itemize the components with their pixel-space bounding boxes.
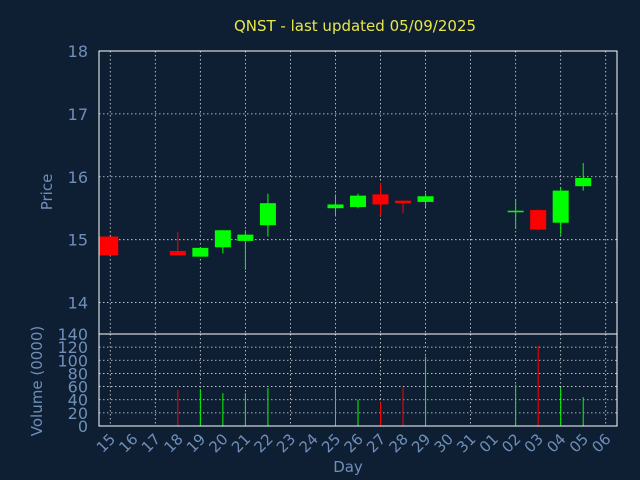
volume-plot-frame (98, 333, 618, 427)
candle (327, 194, 344, 216)
candle-body (192, 247, 209, 257)
price-candles (99, 162, 592, 270)
price-tick-label: 18 (68, 42, 88, 61)
volume-tick-label: 0 (78, 417, 88, 436)
candle (237, 230, 254, 270)
candle-body (417, 196, 434, 202)
candle (372, 183, 389, 216)
chart-title: QNST - last updated 05/09/2025 (234, 17, 476, 35)
volume-bars (177, 345, 584, 426)
price-tick-label: 17 (68, 105, 88, 124)
x-tick-label: 06 (588, 430, 614, 456)
candle-body (552, 190, 569, 223)
candle (259, 193, 276, 237)
candle-body (372, 194, 389, 205)
candle-body (169, 250, 186, 256)
candle-body (350, 195, 366, 207)
candle (350, 193, 366, 209)
volume-axis-label: Volume (0000) (28, 326, 46, 436)
candle (99, 236, 119, 256)
x-tick-labels: 1516171819202122232425262728293031010203… (93, 430, 615, 456)
candle (395, 200, 412, 214)
price-tick-label: 16 (68, 168, 88, 187)
candle (214, 230, 231, 254)
candle (169, 232, 186, 256)
price-plot-frame (98, 50, 618, 335)
price-tick-label: 15 (68, 231, 88, 250)
candle (575, 162, 592, 191)
candle-body (530, 210, 547, 230)
volume-tick-label: 120 (57, 338, 88, 357)
volume-tick-label: 100 (57, 351, 88, 370)
price-axis-label: Price (38, 174, 56, 211)
candle-body (507, 210, 524, 213)
volume-tick-label: 80 (68, 364, 88, 383)
volume-tick-label: 140 (57, 325, 88, 344)
price-tick-labels: 14 15 16 17 18 (68, 42, 88, 313)
candle (192, 247, 209, 257)
candle-body (99, 236, 119, 256)
candle (417, 193, 434, 207)
price-tick-label: 14 (68, 294, 88, 313)
candle-body (259, 203, 276, 226)
price-grid (99, 51, 617, 334)
candle-body (575, 178, 592, 187)
candle-body (327, 204, 344, 209)
candle (552, 188, 569, 235)
candle-body (237, 234, 254, 241)
candle (507, 198, 524, 229)
candle (530, 209, 547, 231)
volume-tick-label: 60 (68, 378, 88, 397)
candle-body (395, 200, 412, 204)
candle-body (214, 230, 231, 248)
volume-tick-label: 20 (68, 404, 88, 423)
volume-tick-label: 40 (68, 391, 88, 410)
x-axis-label: Day (333, 458, 363, 476)
